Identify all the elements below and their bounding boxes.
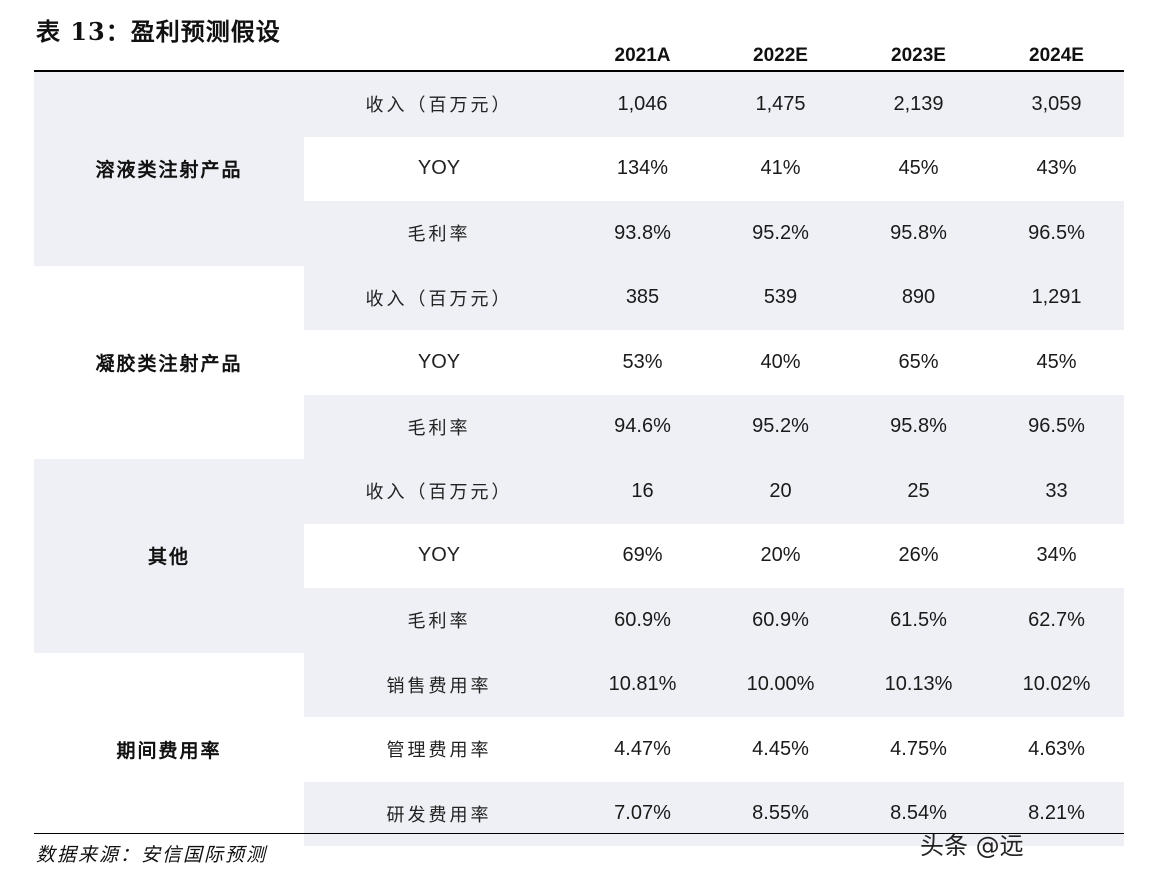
- group-label: 其他: [147, 546, 190, 569]
- row-shade: [304, 459, 1124, 524]
- row-shade: [304, 394, 1124, 459]
- metric-label: YOY: [417, 350, 461, 373]
- bottom-rule: [34, 833, 1124, 834]
- metric-label: 毛利率: [407, 611, 471, 633]
- table-cell: 10.13%: [884, 673, 953, 696]
- table-cell: 4.75%: [890, 737, 947, 760]
- row-shade: [304, 588, 1124, 653]
- group-label: 期间费用率: [116, 739, 222, 762]
- table-cell: 8.55%: [752, 802, 809, 825]
- table-cell: 1,291: [1031, 286, 1082, 309]
- table-cell: 385: [625, 286, 660, 309]
- table-cell: 1,046: [617, 92, 668, 115]
- metric-label: 毛利率: [407, 224, 471, 246]
- table-cell: 20%: [760, 544, 801, 567]
- table-cell: 1,475: [755, 92, 806, 115]
- table-cell: 95.8%: [890, 415, 947, 438]
- column-header: 2022E: [753, 45, 808, 66]
- metric-label: YOY: [417, 157, 461, 180]
- group-label: 溶液类注射产品: [95, 159, 243, 182]
- table-cell: 96.5%: [1028, 415, 1085, 438]
- metric-label: 毛利率: [407, 417, 471, 439]
- table-cell: 61.5%: [890, 608, 947, 631]
- table-cell: 53%: [622, 350, 663, 373]
- table-cell: 8.21%: [1028, 802, 1085, 825]
- page-title: 表 13：盈利预测假设: [36, 17, 281, 46]
- column-header: 2024E: [1029, 45, 1084, 66]
- table-cell: 26%: [898, 544, 939, 567]
- top-rule: [34, 70, 1124, 72]
- group-shade: [34, 459, 304, 653]
- source-note: 数据来源：安信国际预测: [36, 844, 268, 866]
- table-cell: 20: [769, 479, 792, 502]
- row-shade: [304, 72, 1124, 137]
- table-cell: 95.2%: [752, 415, 809, 438]
- table-cell: 95.8%: [890, 221, 947, 244]
- table-cell: 10.00%: [746, 673, 815, 696]
- table-cell: 539: [763, 286, 798, 309]
- column-header: 2021A: [614, 45, 671, 66]
- metric-label: 销售费用率: [386, 675, 492, 697]
- table-cell: 3,059: [1031, 92, 1082, 115]
- table-cell: 94.6%: [614, 415, 671, 438]
- table-cell: 16: [631, 479, 654, 502]
- table-cell: 4.45%: [752, 737, 809, 760]
- table-cell: 69%: [622, 544, 663, 567]
- table-cell: 96.5%: [1028, 221, 1085, 244]
- metric-label: 收入（百万元）: [365, 482, 513, 504]
- row-shade: [304, 201, 1124, 266]
- column-header: 2023E: [891, 45, 946, 66]
- metric-label: 收入（百万元）: [365, 95, 513, 117]
- row-shade: [304, 652, 1124, 717]
- table-cell: 134%: [616, 157, 669, 180]
- table-cell: 10.81%: [608, 673, 677, 696]
- table-cell: 60.9%: [752, 608, 809, 631]
- table-cell: 4.47%: [614, 737, 671, 760]
- table-cell: 2,139: [893, 92, 944, 115]
- table-cell: 95.2%: [752, 221, 809, 244]
- table-cell: 10.02%: [1022, 673, 1091, 696]
- table-cell: 43%: [1036, 157, 1077, 180]
- table-cell: 62.7%: [1028, 608, 1085, 631]
- table-cell: 7.07%: [614, 802, 671, 825]
- metric-label: 管理费用率: [386, 740, 492, 762]
- row-shade: [304, 265, 1124, 330]
- metric-label: 研发费用率: [386, 804, 492, 826]
- table-cell: 4.63%: [1028, 737, 1085, 760]
- watermark: 头条 @远: [920, 832, 1024, 860]
- table-cell: 890: [901, 286, 936, 309]
- table-cell: 41%: [760, 157, 801, 180]
- table-cell: 33: [1045, 479, 1068, 502]
- table-cell: 93.8%: [614, 221, 671, 244]
- table-cell: 34%: [1036, 544, 1077, 567]
- group-shade: [34, 72, 304, 266]
- table-cell: 60.9%: [614, 608, 671, 631]
- group-label: 凝胶类注射产品: [95, 352, 243, 375]
- table-cell: 8.54%: [890, 802, 947, 825]
- table-cell: 45%: [1036, 350, 1077, 373]
- metric-label: YOY: [417, 544, 461, 567]
- metric-label: 收入（百万元）: [365, 288, 513, 310]
- table-cell: 25: [907, 479, 930, 502]
- row-shade: [304, 781, 1124, 846]
- table-cell: 40%: [760, 350, 801, 373]
- table-cell: 45%: [898, 157, 939, 180]
- table-cell: 65%: [898, 350, 939, 373]
